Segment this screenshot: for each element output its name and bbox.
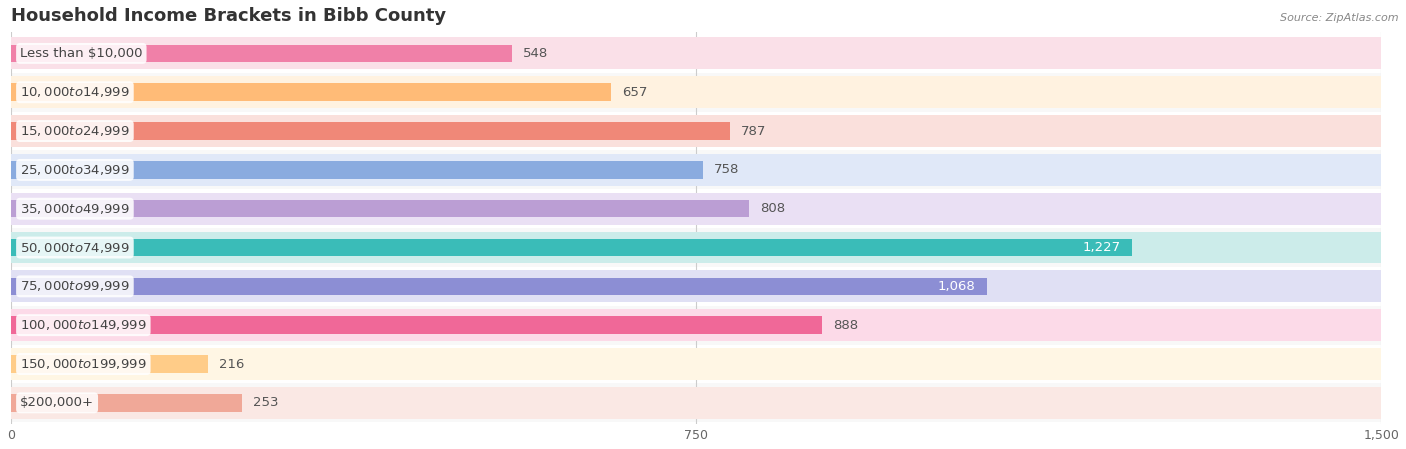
Text: 216: 216 bbox=[219, 357, 245, 370]
Text: $100,000 to $149,999: $100,000 to $149,999 bbox=[20, 318, 146, 332]
Bar bbox=[11, 189, 1381, 228]
Text: 1,068: 1,068 bbox=[938, 280, 976, 293]
Text: $35,000 to $49,999: $35,000 to $49,999 bbox=[20, 202, 129, 216]
Text: Household Income Brackets in Bibb County: Household Income Brackets in Bibb County bbox=[11, 7, 446, 25]
Text: $50,000 to $74,999: $50,000 to $74,999 bbox=[20, 241, 129, 255]
Text: Source: ZipAtlas.com: Source: ZipAtlas.com bbox=[1281, 13, 1399, 23]
Text: $150,000 to $199,999: $150,000 to $199,999 bbox=[20, 357, 146, 371]
Bar bbox=[11, 200, 749, 217]
Bar bbox=[11, 34, 1381, 73]
Bar bbox=[11, 394, 242, 412]
Bar bbox=[11, 154, 1381, 186]
Bar bbox=[11, 76, 1381, 108]
Bar bbox=[11, 161, 703, 179]
Bar bbox=[11, 267, 1381, 306]
Text: 1,227: 1,227 bbox=[1083, 241, 1121, 254]
Bar bbox=[11, 306, 1381, 344]
Text: $75,000 to $99,999: $75,000 to $99,999 bbox=[20, 279, 129, 293]
Bar bbox=[11, 112, 1381, 150]
Text: $25,000 to $34,999: $25,000 to $34,999 bbox=[20, 163, 129, 177]
Bar bbox=[11, 387, 1381, 419]
Text: 657: 657 bbox=[621, 86, 647, 99]
Bar bbox=[11, 37, 1381, 69]
Text: 548: 548 bbox=[523, 47, 548, 60]
Bar bbox=[11, 44, 512, 62]
Text: 888: 888 bbox=[832, 319, 858, 332]
Bar bbox=[11, 355, 208, 373]
Text: Less than $10,000: Less than $10,000 bbox=[20, 47, 142, 60]
Bar bbox=[11, 84, 612, 101]
Text: $200,000+: $200,000+ bbox=[20, 396, 94, 409]
Text: $10,000 to $14,999: $10,000 to $14,999 bbox=[20, 85, 129, 99]
Bar bbox=[11, 193, 1381, 224]
Bar bbox=[11, 344, 1381, 383]
Bar bbox=[11, 228, 1381, 267]
Bar bbox=[11, 277, 987, 295]
Bar bbox=[11, 309, 1381, 341]
Text: $15,000 to $24,999: $15,000 to $24,999 bbox=[20, 124, 129, 138]
Text: 787: 787 bbox=[741, 124, 766, 137]
Bar bbox=[11, 239, 1132, 256]
Bar bbox=[11, 383, 1381, 422]
Text: 253: 253 bbox=[253, 396, 278, 409]
Bar bbox=[11, 115, 1381, 147]
Bar bbox=[11, 232, 1381, 264]
Text: 808: 808 bbox=[761, 202, 785, 215]
Bar bbox=[11, 122, 730, 140]
Text: 758: 758 bbox=[714, 163, 740, 176]
Bar bbox=[11, 270, 1381, 302]
Bar bbox=[11, 317, 823, 334]
Bar bbox=[11, 150, 1381, 189]
Bar bbox=[11, 348, 1381, 380]
Bar bbox=[11, 73, 1381, 112]
